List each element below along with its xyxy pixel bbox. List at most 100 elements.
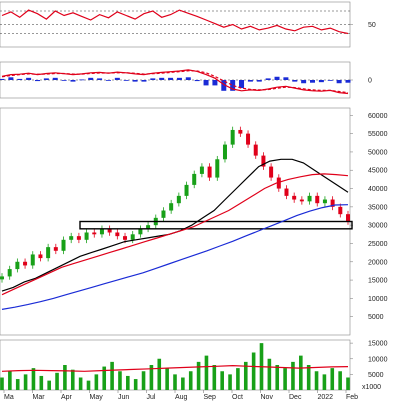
volume-bar (86, 380, 91, 390)
price-ytick: 30000 (368, 223, 388, 230)
macd-histogram-bar (70, 80, 76, 82)
price-ytick: 10000 (368, 296, 388, 303)
volume-bar (251, 352, 256, 390)
price-candle-body (99, 228, 104, 235)
price-candle-body (330, 199, 335, 207)
x-axis-month-label: May (90, 394, 104, 401)
x-axis-month-label: Apr (61, 394, 73, 401)
volume-ma-line (1, 364, 349, 372)
price-candle-body (215, 159, 220, 178)
x-axis-month-label: Jun (118, 394, 129, 401)
price-candle-body (7, 269, 12, 277)
volume-bar (212, 365, 217, 390)
price-ytick: 5000 (368, 314, 384, 321)
price-candle-body (299, 199, 304, 202)
price-candle-body (184, 184, 189, 196)
volume-bar (15, 379, 20, 390)
macd-histogram-bar (61, 80, 67, 81)
price-candle-body (346, 214, 350, 222)
macd-histogram-bar (185, 77, 191, 80)
price-candle-body (176, 195, 181, 204)
volume-bar (306, 365, 311, 390)
volume-bar (314, 371, 319, 390)
macd-histogram-bar (52, 77, 58, 80)
price-ytick: 20000 (368, 259, 388, 266)
volume-bar (23, 374, 28, 390)
macd-histogram-bar (345, 80, 351, 83)
oscillator-top-line-0 (1, 9, 349, 35)
price-ytick: 35000 (368, 204, 388, 211)
price-candle-body (192, 173, 197, 185)
macd-histogram-bar (26, 77, 32, 80)
volume-bar (220, 371, 224, 390)
volume-bar (267, 358, 272, 390)
volume-bar (141, 371, 146, 390)
price-candle-body (199, 166, 204, 174)
volume-bar (228, 374, 232, 390)
volume-bar (243, 361, 248, 390)
macd-histogram-bar (114, 77, 120, 80)
price-candle-body (322, 199, 327, 204)
price-candle-body (146, 225, 151, 229)
price-ytick: 50000 (368, 149, 388, 156)
volume-bar (70, 369, 75, 390)
macd-histogram-bar (203, 80, 209, 86)
price-ytick: 60000 (368, 113, 388, 120)
price-candle-body (38, 254, 43, 259)
volume-bar (322, 374, 327, 390)
volume-bar (8, 371, 12, 390)
price-candle-body (338, 206, 343, 215)
macd-histogram-bar (150, 78, 156, 80)
volume-bar (181, 377, 185, 390)
volume-unit-label: x1000 (362, 384, 381, 391)
macd-histogram-bar (212, 80, 218, 86)
volume-bar (291, 361, 295, 390)
price-candle-body (130, 234, 135, 240)
volume-ytick: 10000 (368, 356, 388, 363)
macd-histogram-bar (0, 78, 5, 80)
volume-bar (102, 366, 107, 390)
volume-bar (47, 380, 51, 390)
price-candle-body (123, 236, 128, 240)
macd-histogram-bar (283, 77, 289, 80)
price-candle-body (315, 195, 320, 204)
x-axis-month-label: 2022 (318, 394, 334, 401)
macd-ytick: 0 (368, 78, 372, 85)
x-axis-month-label: Feb (346, 394, 358, 401)
macd-histogram-bar (17, 78, 23, 80)
macd-histogram-bar (43, 78, 49, 80)
volume-bar (149, 365, 154, 390)
volume-bar (188, 371, 193, 390)
oscillator-top-ytick: 50 (368, 22, 376, 29)
macd-histogram-bar (230, 80, 236, 91)
volume-ytick: 15000 (368, 341, 388, 348)
volume-bar (0, 377, 4, 390)
x-axis-month-label: Nov (261, 394, 274, 401)
volume-bar (118, 371, 122, 390)
macd-histogram-bar (123, 80, 129, 81)
macd-histogram-bar (34, 80, 40, 82)
macd-line-1 (1, 70, 349, 94)
price-candle-body (84, 232, 89, 240)
volume-bar (133, 379, 138, 390)
price-candle-body (115, 232, 120, 237)
price-candle-body (69, 236, 74, 240)
price-candle-body (284, 188, 289, 196)
volume-bar (236, 368, 240, 390)
price-candle-body (292, 195, 297, 200)
price-candle-body (230, 129, 235, 145)
macd-histogram-bar (168, 77, 174, 80)
volume-bar (283, 368, 287, 390)
price-ytick: 45000 (368, 168, 388, 175)
macd-histogram-bar (239, 80, 245, 89)
volume-bar (63, 365, 67, 390)
price-ytick: 40000 (368, 186, 388, 193)
macd-histogram-bar (310, 80, 316, 83)
price-candle-body (92, 232, 97, 235)
x-axis-month-label: Dec (289, 394, 302, 401)
macd-histogram-bar (256, 80, 262, 82)
price-candle-body (30, 254, 35, 266)
x-axis-month-label: Aug (175, 394, 188, 401)
volume-bar (275, 365, 280, 390)
price-candle-body (0, 276, 4, 280)
